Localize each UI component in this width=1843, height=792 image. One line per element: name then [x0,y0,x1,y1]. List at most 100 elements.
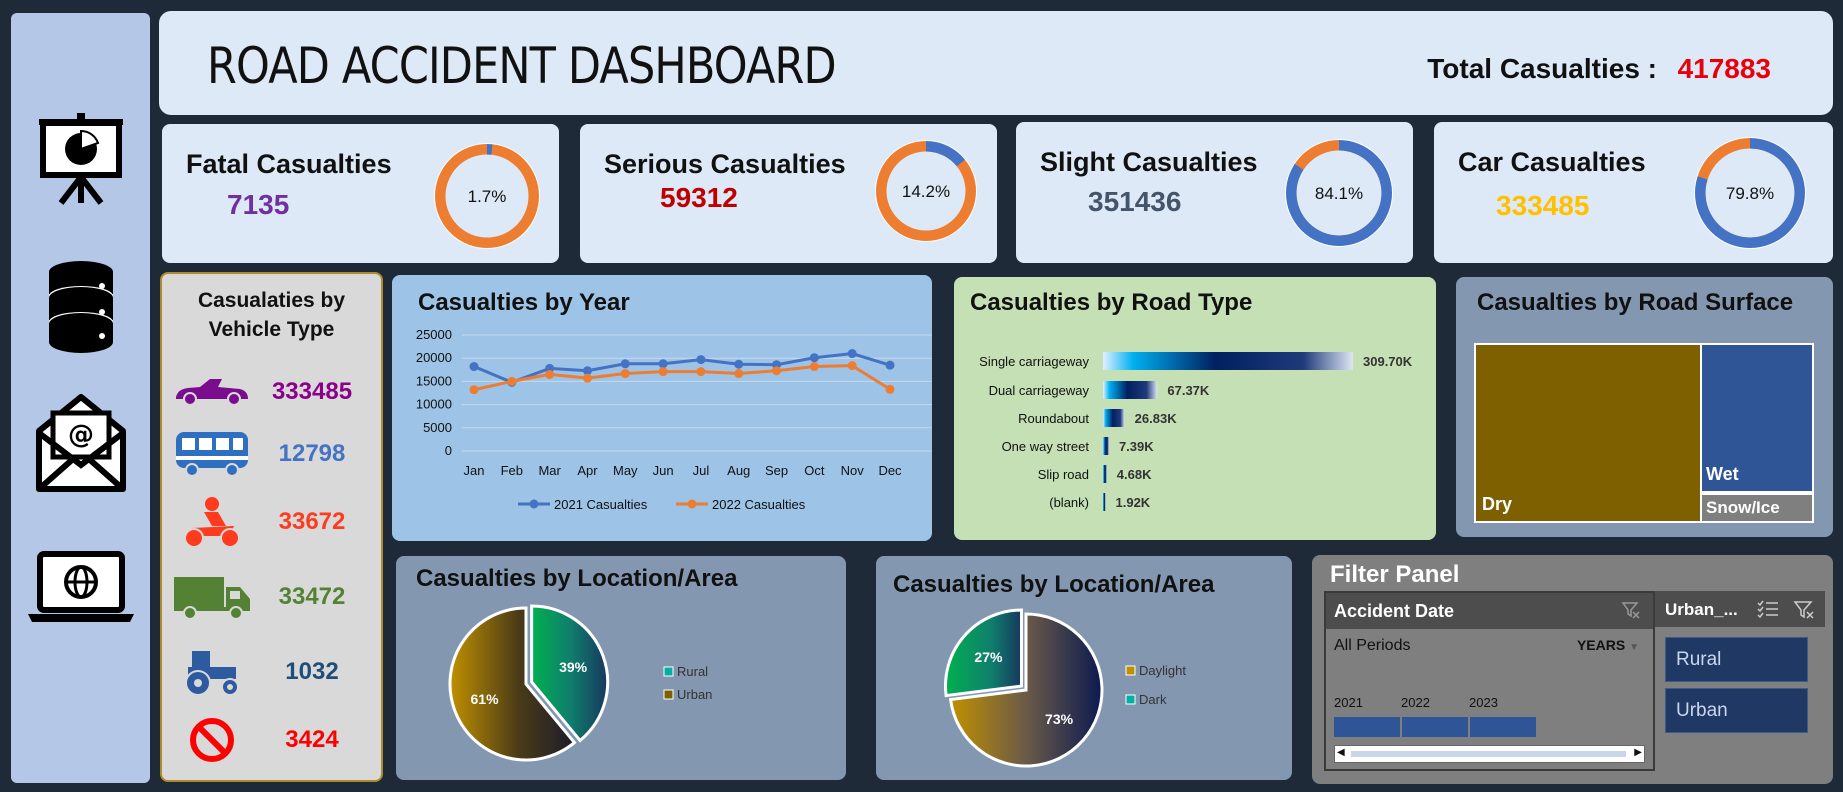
kpi-donut-chart: 1.7% [434,143,540,249]
vehicle-type-panel: Casualaties by Vehicle Type 333485 12798… [160,272,383,782]
data-point [809,353,819,363]
data-point [582,366,592,376]
no-entry-icon [172,712,252,768]
data-point [658,367,668,377]
series-line [473,364,891,392]
bar-category-label: Roundabout [1018,411,1089,426]
scroll-right-icon[interactable]: ▶ [1634,747,1642,758]
slicer-option-rural[interactable]: Rural [1665,637,1808,682]
donut-outline [434,143,540,249]
treemap-cell-dry: Dry [1474,343,1702,523]
bar-value-label: 4.68K [1117,467,1152,482]
x-tick-label: Feb [501,463,523,478]
database-icon[interactable] [11,260,150,354]
donut-label: 1.7% [468,187,507,206]
clear-filter-icon[interactable] [1621,600,1641,625]
timeline-bar-2023[interactable] [1470,717,1536,737]
pie-slice [948,612,1104,768]
total-casualties-value: 417883 [1677,53,1771,84]
vehicle-value: 33472 [278,583,346,610]
kpi-title: Serious Casualties [604,149,846,179]
casualties-by-road-type-panel: Casualties by Road Type Single carriagew… [954,277,1436,540]
bar [1103,465,1107,483]
pie-slice [448,606,577,762]
data-point [507,376,517,386]
bar-category-label: Single carriageway [979,354,1089,369]
donut-segment [875,140,977,242]
presentation-chart-icon[interactable] [11,113,150,205]
x-tick-label: Sep [765,463,788,478]
location-area-pie-panel: Casualties by Location/Area 39% 61% Rural U… [396,556,846,780]
y-tick-label: 25000 [416,327,452,342]
truck-icon [172,569,252,625]
data-point [620,359,630,369]
svg-text:@: @ [68,420,94,450]
bar [1103,381,1158,399]
pie-label: 39% [559,659,588,675]
data-point [772,366,782,376]
kpi-card-fatal: Fatal Casualties 7135 1.7% [162,124,559,263]
timeline-header: Accident Date [1326,593,1653,629]
chart-title: Casualties by Road Surface [1477,289,1794,316]
x-tick-label: Jul [693,463,710,478]
vehicle-row-truck: 33472 [162,569,381,625]
bar-chart: Single carriageway 309.70K Dual carriagewa… [979,352,1413,511]
y-tick-label: 10000 [416,397,452,412]
legend-swatch [1125,694,1136,705]
series-line [473,352,891,384]
multi-select-icon[interactable] [1757,599,1779,624]
timeline-bar-2021[interactable] [1334,717,1400,737]
vehicle-row-motorcycle: 33672 [162,494,381,550]
kpi-title: Car Casualties [1458,147,1646,177]
chart-title: Casualties by Year [418,289,630,316]
email-icon[interactable]: @ [11,393,150,493]
sidebar: @ [11,13,150,783]
year-label: 2023 [1469,695,1498,710]
slicer-option-urban[interactable]: Urban [1665,688,1808,733]
donut-segment [434,143,540,249]
data-point [545,369,555,379]
bar-category-label: Dual carriageway [989,383,1090,398]
kpi-value: 351436 [1088,186,1182,217]
vehicle-title-line2: Vehicle Type [208,318,335,341]
data-point [734,369,744,379]
laptop-globe-icon[interactable] [11,550,150,626]
kpi-card-car: Car Casualties 333485 79.8% [1434,122,1833,263]
clear-filter-icon[interactable] [1793,599,1815,624]
data-point [696,355,706,365]
data-point [885,360,895,370]
donut-label: 84.1% [1315,184,1363,203]
bar [1103,437,1109,455]
x-tick-label: Jan [464,463,485,478]
timeline-title: Accident Date [1334,601,1455,621]
data-point [809,362,819,372]
timeline-bar-2022[interactable] [1402,717,1468,737]
bar [1103,409,1125,427]
treemap-label: Wet [1706,464,1739,484]
slicer-header: Urban_... [1655,591,1825,627]
donut-label: 14.2% [902,182,950,201]
data-point [658,359,668,369]
bar-value-label: 67.37K [1167,383,1210,398]
scroll-left-icon[interactable]: ◀ [1337,747,1345,758]
bar [1103,493,1106,511]
pie-chart: 73% 27% Daylight Dark [944,608,1186,768]
year-label: 2021 [1334,695,1363,710]
kpi-value: 333485 [1496,190,1590,221]
kpi-title: Fatal Casualties [186,149,392,179]
vehicle-title-line1: Casualaties by [197,289,346,312]
data-point [885,384,895,394]
data-point [847,361,857,371]
slicer-title: Urban_... [1665,600,1738,619]
legend-marker [529,499,539,509]
y-tick-label: 5000 [423,420,452,435]
vehicle-value: 1032 [285,658,339,685]
data-point [734,359,744,369]
urban-rural-slicer: Urban_... Rural Urban [1655,591,1825,741]
chevron-down-icon: ▼ [1629,642,1639,653]
bar-category-label: (blank) [1049,495,1089,510]
scroll-thumb[interactable] [1351,751,1626,757]
time-level-dropdown[interactable]: YEARS ▼ [1577,637,1639,653]
timeline-scrollbar[interactable]: ◀ ▶ [1334,745,1645,763]
bus-icon [172,426,252,482]
